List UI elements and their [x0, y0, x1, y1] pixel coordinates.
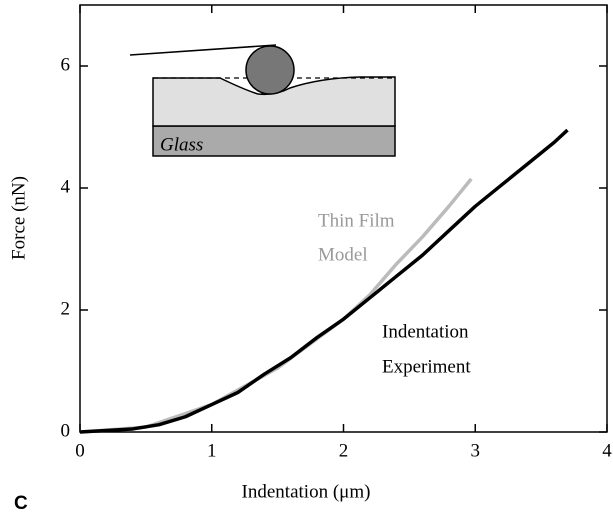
annotation: Model	[318, 244, 368, 265]
y-axis-label: Force (nN)	[8, 176, 29, 260]
data-line	[79, 128, 569, 434]
y-tick-label: 6	[61, 54, 71, 75]
x-axis-label: Indentation (μm)	[242, 481, 371, 502]
annotation: Indentation	[382, 321, 469, 342]
y-tick-label: 0	[61, 420, 71, 441]
x-tick-label: 0	[75, 440, 85, 461]
x-tick-label: 1	[207, 440, 217, 461]
annotation: Glass	[160, 134, 203, 155]
y-tick-label: 4	[61, 176, 71, 197]
annotation: Experiment	[382, 356, 471, 377]
inset-diagram	[129, 44, 396, 157]
x-tick-label: 2	[339, 440, 349, 461]
cantilever	[129, 44, 277, 56]
probe-sphere	[245, 45, 295, 95]
annotation: C	[14, 493, 28, 514]
x-tick-label: 4	[602, 440, 612, 461]
annotation: Thin Film	[318, 210, 395, 231]
data-line	[79, 177, 473, 434]
x-tick-label: 3	[471, 440, 481, 461]
y-tick-label: 2	[61, 298, 71, 319]
